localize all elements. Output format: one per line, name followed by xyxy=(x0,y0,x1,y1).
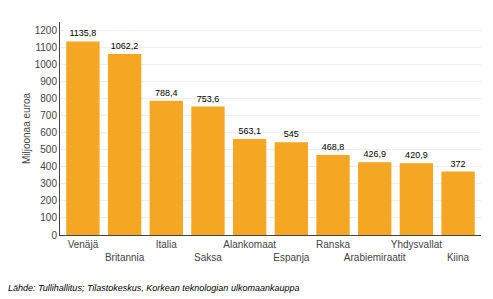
svg-text:372: 372 xyxy=(451,159,466,169)
svg-text:700: 700 xyxy=(40,110,57,121)
svg-text:Miljoonaa euroa: Miljoonaa euroa xyxy=(21,92,32,164)
svg-text:468,8: 468,8 xyxy=(322,142,345,152)
svg-text:1200: 1200 xyxy=(35,25,58,36)
svg-text:Venäjä: Venäjä xyxy=(68,239,99,250)
svg-text:1062,2: 1062,2 xyxy=(111,41,139,51)
svg-text:1000: 1000 xyxy=(35,59,58,70)
svg-text:Britannia: Britannia xyxy=(105,252,145,263)
svg-text:Espanja: Espanja xyxy=(273,252,310,263)
svg-text:545: 545 xyxy=(284,129,299,139)
svg-text:Arabiemiraatit: Arabiemiraatit xyxy=(344,252,406,263)
svg-text:Alankomaat: Alankomaat xyxy=(223,239,276,250)
svg-text:426,9: 426,9 xyxy=(363,149,386,159)
svg-text:100: 100 xyxy=(40,212,57,223)
svg-text:400: 400 xyxy=(40,161,57,172)
svg-text:420,9: 420,9 xyxy=(405,150,428,160)
svg-text:Lähde: Tullihallitus; Tilastok: Lähde: Tullihallitus; Tilastokeskus, Kor… xyxy=(8,283,299,293)
svg-text:Italia: Italia xyxy=(156,239,178,250)
svg-text:300: 300 xyxy=(40,178,57,189)
svg-text:800: 800 xyxy=(40,93,57,104)
svg-text:Ranska: Ranska xyxy=(316,239,350,250)
svg-text:1135,8: 1135,8 xyxy=(69,28,96,38)
svg-text:1100: 1100 xyxy=(35,42,57,53)
svg-text:500: 500 xyxy=(40,144,57,155)
svg-text:0: 0 xyxy=(51,230,57,241)
svg-text:788,4: 788,4 xyxy=(155,88,178,98)
svg-text:900: 900 xyxy=(40,76,57,87)
svg-text:563,1: 563,1 xyxy=(238,126,261,136)
svg-text:753,6: 753,6 xyxy=(197,94,220,104)
svg-text:200: 200 xyxy=(40,195,57,206)
svg-text:600: 600 xyxy=(40,127,57,138)
svg-text:Kiina: Kiina xyxy=(447,252,470,263)
svg-text:Saksa: Saksa xyxy=(194,252,222,263)
svg-text:Yhdysvallat: Yhdysvallat xyxy=(391,239,442,250)
